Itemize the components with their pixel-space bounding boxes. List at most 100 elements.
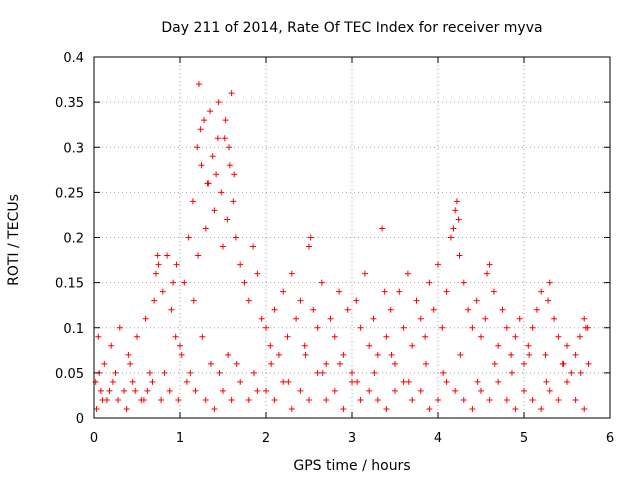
data-point [366, 342, 373, 349]
data-point [357, 396, 364, 403]
data-point [349, 378, 355, 385]
data-point [581, 315, 588, 322]
data-point [93, 405, 100, 412]
data-point [201, 117, 208, 124]
data-point [361, 270, 368, 277]
data-point [307, 234, 314, 241]
data-point [508, 369, 515, 376]
data-point [460, 279, 467, 286]
data-point [228, 90, 235, 97]
data-point [538, 288, 545, 295]
data-point [194, 144, 201, 151]
data-point [426, 279, 433, 286]
data-point [392, 360, 398, 367]
data-point [183, 378, 190, 385]
data-point [302, 351, 309, 358]
data-point [220, 387, 226, 394]
data-point [349, 369, 355, 376]
data-point [331, 333, 338, 340]
data-point [443, 378, 450, 385]
data-point [209, 153, 216, 160]
y-tick-label: 0.15 [55, 277, 84, 292]
data-point [499, 306, 506, 313]
data-point [585, 360, 592, 367]
data-point [353, 297, 360, 304]
data-point [144, 387, 151, 394]
data-point [525, 342, 532, 349]
data-point [275, 351, 282, 358]
data-point [383, 405, 390, 412]
data-point [216, 369, 223, 376]
data-point [237, 378, 244, 385]
data-point [542, 351, 549, 358]
data-point [115, 396, 122, 403]
data-point [388, 351, 395, 358]
data-point [340, 405, 347, 412]
data-point [231, 171, 238, 178]
data-point [314, 324, 321, 331]
data-point [254, 387, 261, 394]
data-point [254, 270, 261, 277]
data-point [503, 396, 510, 403]
data-point [568, 369, 575, 376]
data-point [199, 333, 206, 340]
data-point [396, 288, 403, 295]
data-point [435, 261, 441, 268]
x-tick-label: 6 [606, 431, 614, 446]
data-point [543, 378, 550, 385]
data-point [263, 387, 269, 394]
data-point [357, 324, 364, 331]
data-point [125, 351, 132, 358]
data-points [92, 81, 592, 412]
data-point [457, 351, 464, 358]
y-tick-label: 0.25 [55, 186, 84, 201]
data-point [297, 297, 304, 304]
data-point [422, 360, 429, 367]
data-point [288, 405, 295, 412]
data-point [213, 171, 220, 178]
data-point [521, 360, 527, 367]
data-point [215, 99, 222, 106]
x-axis-label: GPS time / hours [293, 458, 410, 474]
data-point [381, 288, 388, 295]
data-point [426, 405, 433, 412]
data-point [374, 351, 381, 358]
data-point [482, 315, 489, 322]
data-point [245, 396, 252, 403]
data-point [555, 396, 562, 403]
data-point [301, 342, 308, 349]
data-point [374, 396, 381, 403]
data-point [112, 369, 119, 376]
data-point [572, 351, 579, 358]
data-point [538, 405, 545, 412]
data-point [545, 297, 552, 304]
data-point [474, 378, 481, 385]
data-point [202, 396, 209, 403]
data-point [151, 297, 158, 304]
data-point [177, 342, 183, 349]
data-point [158, 396, 165, 403]
data-point [121, 387, 128, 394]
data-point [478, 333, 484, 340]
data-point [526, 351, 533, 358]
data-point [108, 342, 115, 349]
data-point [178, 351, 185, 358]
data-point [95, 333, 102, 340]
data-point [490, 288, 497, 295]
data-point [447, 234, 454, 241]
data-point [400, 378, 407, 385]
axis-ticks [93, 56, 611, 419]
data-point [190, 297, 197, 304]
data-point [142, 315, 149, 322]
data-point [564, 342, 570, 349]
data-point [327, 315, 334, 322]
data-point [207, 108, 214, 115]
data-point [473, 297, 480, 304]
data-point [280, 378, 287, 385]
data-point [237, 261, 244, 268]
data-point [533, 306, 540, 313]
data-point [521, 387, 527, 394]
data-point [168, 306, 175, 313]
data-point [222, 117, 229, 124]
